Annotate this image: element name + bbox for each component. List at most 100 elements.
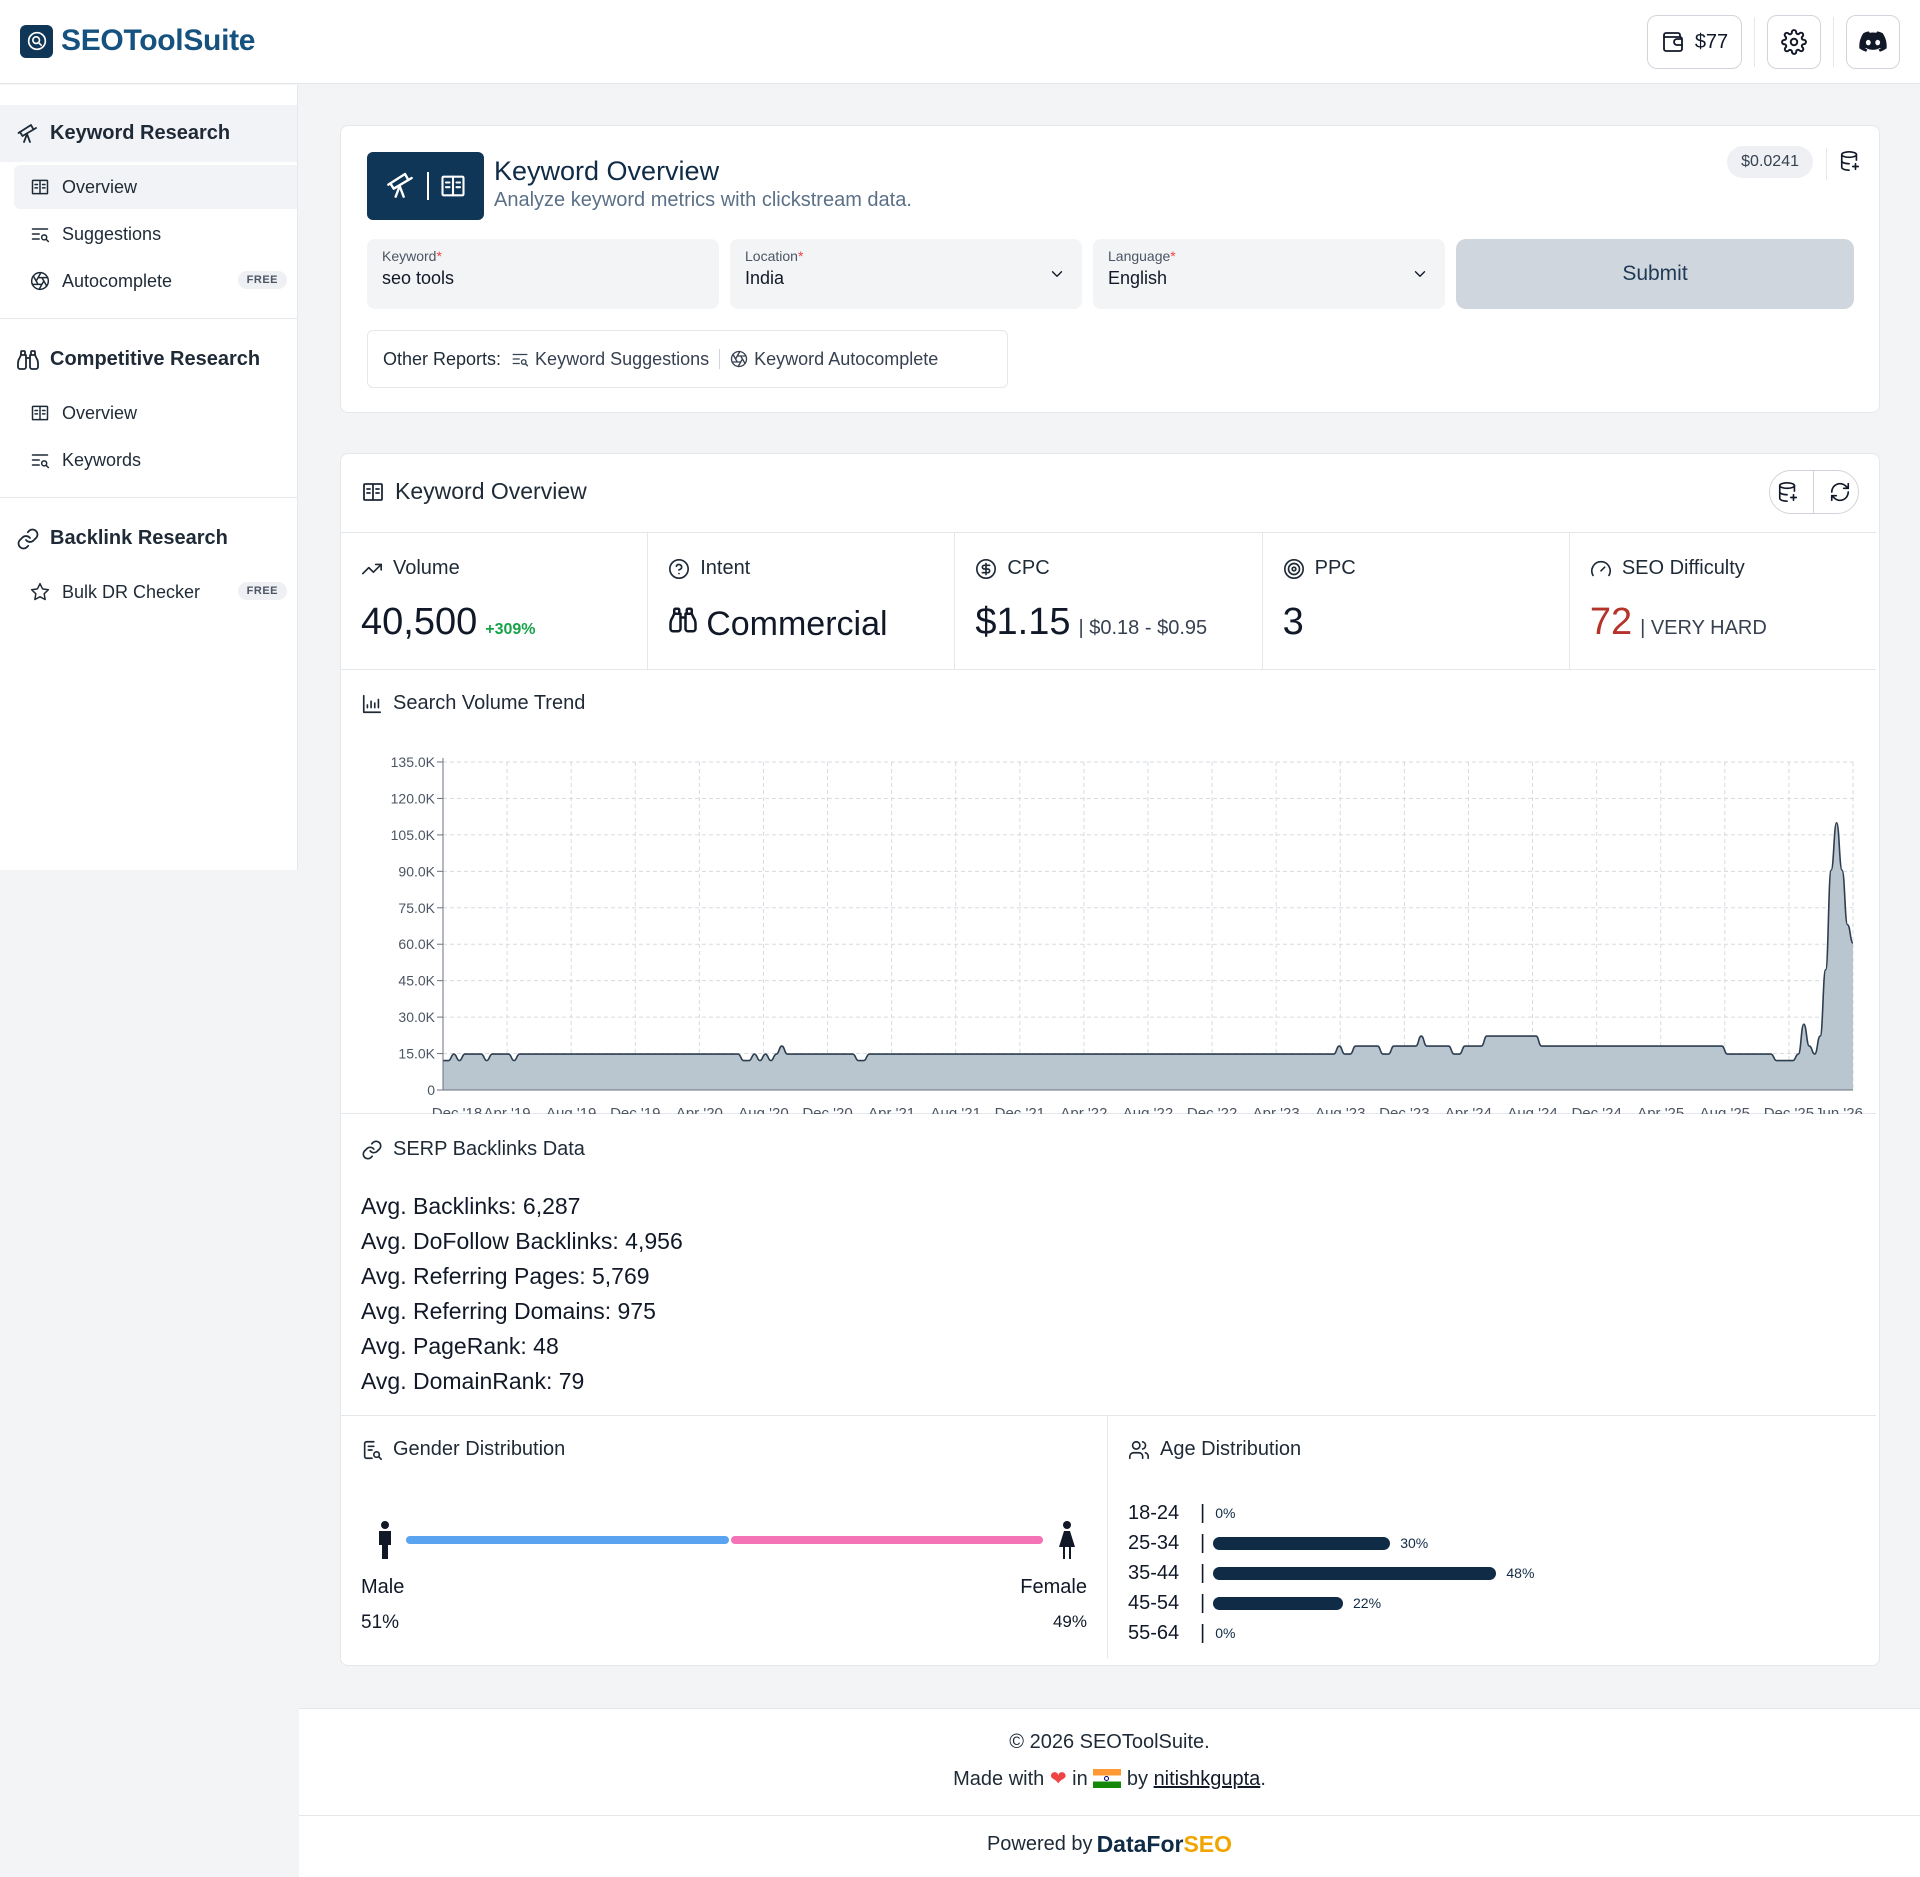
age-row: 55-64 | 0% bbox=[1128, 1620, 1235, 1646]
india-flag-icon bbox=[1093, 1769, 1122, 1788]
keyword-input[interactable]: seo tools bbox=[382, 268, 455, 288]
sidebar-item-competitive-overview[interactable]: Overview bbox=[14, 391, 297, 435]
series-line bbox=[443, 821, 1854, 1062]
sidebar-group-backlink-research: Backlink Research Bulk DR Checker FREE bbox=[0, 510, 297, 614]
trend-title: Search Volume Trend bbox=[393, 692, 586, 714]
book-open-icon bbox=[363, 482, 383, 501]
gender-distribution: Gender Distribution Male 51% Female 49% bbox=[341, 1416, 1108, 1658]
y-tick-label: 15.0K bbox=[398, 1046, 435, 1062]
required-mark: * bbox=[436, 248, 442, 264]
age-label: 25-34 bbox=[1128, 1531, 1180, 1554]
female-label: Female bbox=[1020, 1576, 1087, 1598]
sidebar-head-competitive-research[interactable]: Competitive Research bbox=[0, 331, 297, 388]
metric-label: SEO Difficulty bbox=[1621, 557, 1745, 579]
x-tick-label: Aug '19 bbox=[546, 1105, 596, 1114]
x-tick-label: Dec '21 bbox=[995, 1105, 1045, 1114]
brand-logo[interactable]: SEOToolSuite bbox=[20, 24, 255, 58]
trending-up-icon bbox=[362, 563, 382, 574]
x-tick-label: Dec '25 bbox=[1764, 1105, 1814, 1114]
sidebar-head-backlink-research[interactable]: Backlink Research bbox=[0, 510, 297, 567]
discord-button[interactable] bbox=[1846, 15, 1900, 69]
metrics-row: Volume 40,500 +309% Intent Commercial CPC… bbox=[341, 532, 1876, 670]
dataforseo-logo[interactable]: DataForSEO bbox=[1097, 1831, 1232, 1858]
metric-label: CPC bbox=[1007, 557, 1050, 579]
x-tick-label: Dec '18 bbox=[432, 1105, 482, 1114]
keyword-autocomplete-link[interactable]: Keyword Autocomplete bbox=[730, 349, 938, 370]
book-open-icon bbox=[31, 405, 49, 421]
y-tick-label: 0 bbox=[427, 1082, 435, 1098]
age-row: 18-24 | 0% bbox=[1128, 1500, 1235, 1526]
metric-label: PPC bbox=[1314, 557, 1356, 579]
backlinks-line: Avg. DomainRank: 79 bbox=[361, 1368, 585, 1394]
y-tick-label: 30.0K bbox=[398, 1009, 435, 1025]
series-area bbox=[443, 822, 1853, 1090]
telescope-icon bbox=[17, 123, 37, 143]
sidebar-head-keyword-research[interactable]: Keyword Research bbox=[0, 105, 297, 162]
link-label: Keyword Autocomplete bbox=[754, 348, 939, 369]
age-title: Age Distribution bbox=[1160, 1438, 1302, 1460]
age-sep: | bbox=[1200, 1621, 1206, 1644]
age-pct: 0% bbox=[1215, 1505, 1236, 1521]
keyword-suggestions-link[interactable]: Keyword Suggestions bbox=[511, 349, 709, 370]
x-tick-label: Aug '20 bbox=[738, 1105, 788, 1114]
metric-seo-difficulty: SEO Difficulty 72 | VERY HARD bbox=[1570, 533, 1876, 669]
dataforseo-logo-part2: SEO bbox=[1183, 1831, 1233, 1857]
keyword-field[interactable]: Keyword* seo tools bbox=[367, 239, 719, 309]
gauge-icon bbox=[1590, 560, 1611, 576]
metric-volume: Volume 40,500 +309% bbox=[341, 533, 649, 669]
backlinks-line: Avg. Backlinks: 6,287 bbox=[361, 1193, 581, 1219]
intent-value: Commercial bbox=[706, 605, 888, 643]
sidebar: Keyword Research Overview Suggestions Au… bbox=[0, 85, 298, 870]
author-link[interactable]: nitishkgupta bbox=[1153, 1768, 1261, 1790]
in-text: in bbox=[1072, 1768, 1088, 1790]
sd-text: | VERY HARD bbox=[1640, 617, 1767, 639]
footer: © 2026 SEOToolSuite. Made with ❤ in by n… bbox=[299, 1708, 1920, 1877]
y-tick-label: 135.0K bbox=[391, 754, 436, 770]
wallet-button[interactable]: $77 bbox=[1647, 15, 1742, 69]
database-button[interactable] bbox=[1839, 150, 1861, 172]
footer-powered-by: Powered by DataForSEO bbox=[299, 1831, 1920, 1858]
chevron-down-icon bbox=[1051, 271, 1063, 277]
age-label: 35-44 bbox=[1128, 1561, 1180, 1584]
cpc-range: | $0.18 - $0.95 bbox=[1078, 617, 1208, 639]
binoculars-icon bbox=[17, 349, 39, 370]
male-icon bbox=[379, 1521, 391, 1559]
age-pct: 0% bbox=[1215, 1625, 1236, 1641]
database-icon bbox=[1840, 151, 1860, 171]
sidebar-item-overview[interactable]: Overview bbox=[14, 165, 297, 209]
language-label: Language bbox=[1108, 248, 1171, 264]
sidebar-item-bulk-dr-checker[interactable]: Bulk DR Checker FREE bbox=[14, 570, 297, 614]
database-icon[interactable] bbox=[1777, 481, 1799, 503]
sidebar-item-label: Overview bbox=[62, 402, 138, 423]
gender-header: Gender Distribution bbox=[361, 1438, 565, 1461]
sidebar-head-label: Competitive Research bbox=[50, 348, 261, 370]
age-bar bbox=[1213, 1536, 1391, 1550]
sidebar-item-suggestions[interactable]: Suggestions bbox=[14, 212, 297, 256]
x-tick-label: Apr '20 bbox=[676, 1105, 723, 1114]
backlinks-line: Avg. PageRank: 48 bbox=[361, 1333, 559, 1359]
x-tick-label: Apr '25 bbox=[1637, 1105, 1684, 1114]
sidebar-head-label: Keyword Research bbox=[50, 122, 231, 144]
refresh-icon[interactable] bbox=[1829, 481, 1851, 503]
keyword-overview-badge bbox=[367, 152, 484, 220]
age-pct: 48% bbox=[1506, 1565, 1535, 1581]
link-label: Keyword Suggestions bbox=[535, 348, 710, 369]
x-tick-label: Apr '21 bbox=[868, 1105, 915, 1114]
users-icon bbox=[1129, 1440, 1149, 1459]
location-label: Location bbox=[745, 248, 798, 264]
settings-button[interactable] bbox=[1767, 15, 1821, 69]
location-select[interactable]: Location* India bbox=[730, 239, 1082, 309]
serp-backlinks: SERP Backlinks Data Avg. Backlinks: 6,28… bbox=[341, 1114, 1876, 1416]
dataforseo-logo-part1: DataFor bbox=[1096, 1831, 1184, 1857]
language-select[interactable]: Language* English bbox=[1093, 239, 1445, 309]
by-text: by bbox=[1126, 1768, 1148, 1790]
backlinks-header: SERP Backlinks Data bbox=[361, 1138, 585, 1161]
gear-icon bbox=[1781, 29, 1807, 55]
trend-chart: 0 15.0K 30.0K 45.0K 60.0K 75.0K 90.0K 105.0K 120… bbox=[391, 754, 1863, 1114]
logo-search-icon bbox=[20, 24, 53, 58]
sidebar-item-autocomplete[interactable]: Autocomplete FREE bbox=[14, 259, 297, 303]
backlinks-line: Avg. DoFollow Backlinks: 4,956 bbox=[361, 1228, 683, 1254]
submit-button[interactable]: Submit bbox=[1456, 239, 1854, 309]
sidebar-item-keywords[interactable]: Keywords bbox=[14, 438, 297, 482]
x-tick-label: Dec '23 bbox=[1379, 1105, 1429, 1114]
